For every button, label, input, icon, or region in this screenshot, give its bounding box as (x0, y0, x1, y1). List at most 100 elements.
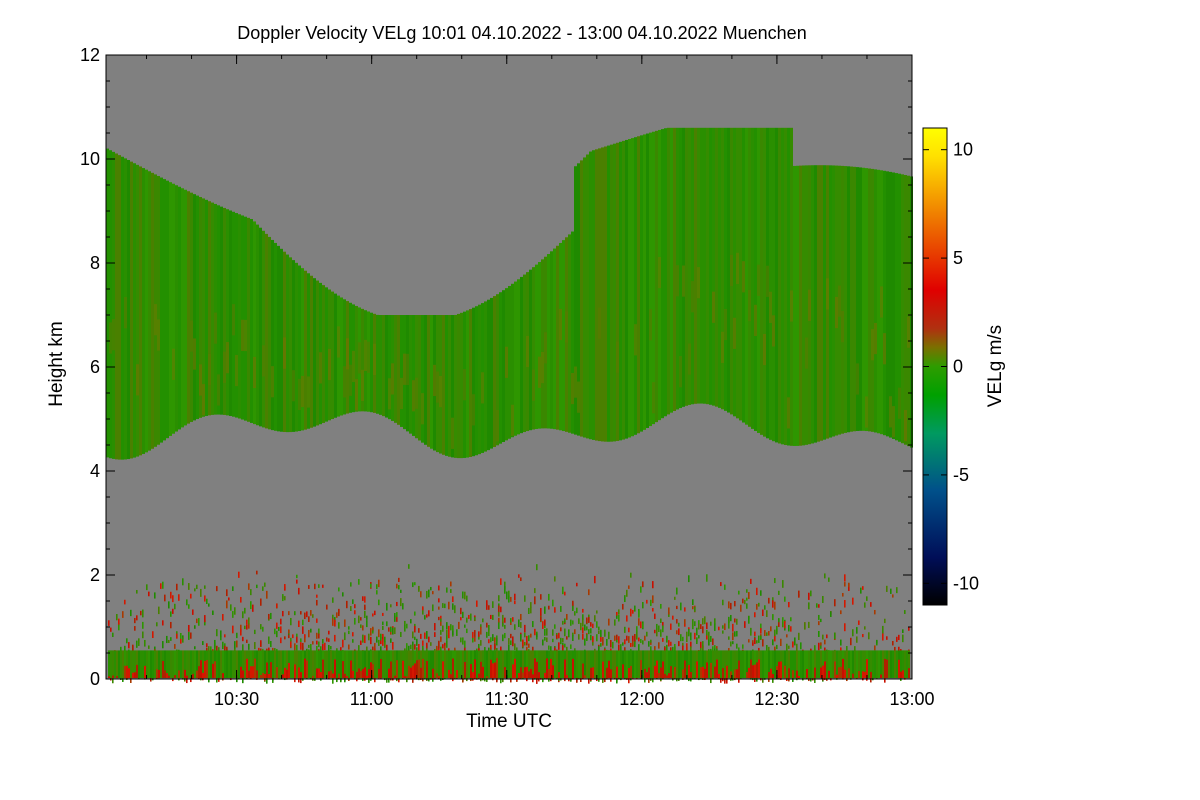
surface-echo-red (396, 660, 398, 678)
boundary-echo (154, 592, 156, 599)
boundary-echo (348, 630, 350, 635)
boundary-echo (434, 632, 436, 637)
cloud-streak (907, 316, 910, 348)
surface-echo (506, 650, 508, 678)
cloud-streak (526, 335, 529, 368)
boundary-echo (418, 644, 420, 652)
surface-echo (330, 650, 332, 678)
cloud-streak (724, 308, 727, 341)
boundary-echo (438, 606, 440, 610)
boundary-echo (310, 628, 312, 633)
boundary-echo (564, 591, 566, 596)
boundary-echo (688, 629, 690, 637)
boundary-echo (206, 643, 208, 648)
surface-echo (234, 650, 236, 678)
boundary-echo (316, 618, 318, 623)
cloud-column (385, 315, 388, 418)
surface-echo-red (666, 675, 668, 678)
boundary-echo (536, 633, 538, 638)
boundary-echo (632, 609, 634, 614)
surface-echo-red (402, 660, 404, 678)
boundary-echo (412, 631, 414, 639)
surface-echo-red (746, 672, 748, 678)
boundary-echo (642, 640, 644, 645)
surface-echo (520, 650, 522, 678)
surface-echo (524, 650, 526, 678)
boundary-echo (140, 610, 142, 616)
surface-echo (314, 650, 316, 678)
boundary-echo (308, 644, 310, 648)
boundary-echo (636, 631, 638, 640)
surface-echo-red (656, 660, 658, 678)
cloud-streak (754, 304, 757, 337)
boundary-echo (530, 606, 532, 614)
boundary-echo (840, 639, 842, 646)
boundary-echo (210, 646, 212, 653)
boundary-echo (660, 629, 662, 637)
cloud-column (190, 192, 193, 422)
boundary-echo (546, 628, 548, 636)
boundary-echo (204, 619, 206, 626)
cloud-column (535, 264, 538, 429)
boundary-echo (852, 597, 854, 605)
surface-echo (624, 650, 626, 678)
surface-echo (408, 650, 410, 678)
surface-echo-red (840, 666, 842, 678)
cloud-streak (892, 406, 895, 438)
boundary-echo (216, 629, 218, 637)
boundary-echo (584, 638, 586, 646)
cloud-column (427, 315, 430, 447)
boundary-echo (558, 642, 560, 650)
boundary-echo (666, 635, 668, 643)
surface-echo (792, 650, 794, 678)
cloud-streak (136, 364, 139, 396)
boundary-echo (798, 590, 800, 597)
cloud-streak (841, 311, 844, 343)
surface-echo-red (242, 670, 244, 678)
cloud-column (457, 313, 460, 459)
boundary-echo (284, 584, 286, 590)
cloud-column (472, 307, 475, 457)
boundary-echo (706, 629, 708, 636)
boundary-echo (634, 640, 636, 644)
surface-echo-red (134, 672, 136, 678)
surface-echo-red (524, 667, 526, 678)
boundary-echo (758, 635, 760, 643)
surface-echo (848, 650, 850, 678)
boundary-echo (544, 637, 546, 641)
boundary-echo (682, 636, 684, 642)
cloud-column (790, 127, 793, 446)
surface-echo-red (390, 661, 392, 678)
cloud-streak (697, 267, 700, 299)
boundary-echo (394, 613, 396, 618)
surface-echo (382, 650, 384, 678)
boundary-echo (356, 674, 358, 682)
boundary-echo (508, 595, 510, 603)
boundary-echo (498, 612, 500, 617)
boundary-echo (438, 598, 440, 603)
cloud-column (895, 173, 898, 441)
boundary-echo (486, 600, 488, 607)
surface-echo (230, 650, 232, 678)
boundary-echo (706, 632, 708, 640)
cloud-streak (736, 252, 739, 284)
cloud-column (760, 127, 763, 435)
surface-echo-red (356, 671, 358, 678)
surface-echo (628, 650, 630, 678)
boundary-echo (396, 612, 398, 618)
boundary-echo (310, 644, 312, 651)
cloud-column (823, 165, 826, 440)
cloud-column (796, 165, 799, 446)
boundary-echo (170, 591, 172, 599)
surface-echo-red (478, 673, 480, 678)
surface-echo-red (798, 676, 800, 678)
boundary-echo (188, 624, 190, 632)
cloud-streak (361, 369, 364, 401)
boundary-echo (324, 642, 326, 650)
boundary-echo (364, 596, 366, 603)
boundary-echo (640, 586, 642, 593)
y-tick-label: 0 (90, 669, 100, 689)
boundary-echo (364, 604, 366, 610)
boundary-echo (652, 595, 654, 604)
surface-echo (594, 650, 596, 678)
